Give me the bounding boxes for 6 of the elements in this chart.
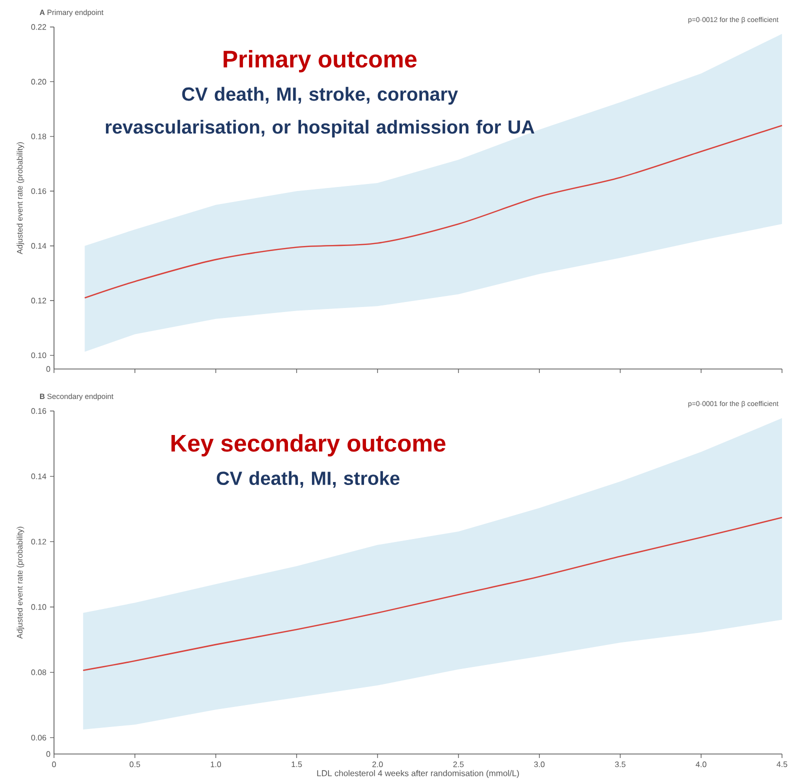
line-series xyxy=(82,516,783,672)
annotation: Primary outcome xyxy=(224,50,417,72)
x-axis-title: LDL cholesterol 4 weeks after randomisation (mmol/L) xyxy=(317,770,519,778)
annotation: CV death, MI, stroke, coronary revascularisation, or hospital admission for UA xyxy=(106,86,534,138)
annotation: Key secondary outcome xyxy=(171,434,446,456)
annotation: CV death, MI, stroke xyxy=(216,471,400,488)
